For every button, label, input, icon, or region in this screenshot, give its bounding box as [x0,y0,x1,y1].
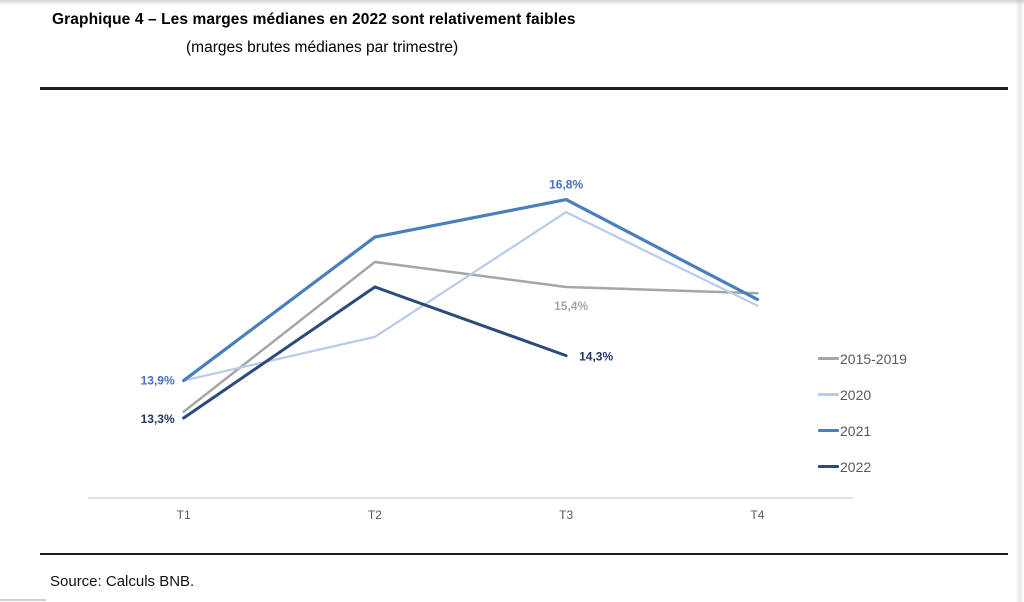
page-top-shadow [0,0,1024,5]
legend-item-2022: 2022 [818,456,907,477]
chart-title: Graphique 4 – Les marges médianes en 202… [52,11,576,28]
data-label-2022-T3: 14,3% [579,350,613,364]
x-tick-label-T3: T3 [559,508,573,522]
divider-bottom [40,553,1008,555]
page-right-edge [1015,0,1024,602]
line-chart-canvas: T1 T2 T3 T4 13,9% 13,3% 16,8% 15,4% 14,3% [88,178,853,522]
x-tick-label-T1: T1 [177,508,191,522]
series-line-2021 [182,197,759,383]
legend-swatch-2021 [818,429,839,432]
data-label-2021-T1: 13,9% [141,374,175,388]
legend-label-2021: 2021 [840,422,872,439]
series-line-2020 [182,210,759,382]
legend-label-2022: 2022 [840,458,872,475]
legend-label-2020: 2020 [840,386,872,403]
data-label-2021-T3: 16,8% [549,178,583,192]
legend-swatch-2015-2019 [818,357,839,360]
legend-swatch-2022 [818,465,839,468]
data-label-2022-T1: 13,3% [141,412,175,426]
legend-item-2015-2019: 2015-2019 [818,348,907,369]
legend-item-2020: 2020 [818,384,907,405]
source-note: Source: Calculs BNB. [50,573,195,590]
x-tick-label-T4: T4 [750,508,764,522]
legend-item-2021: 2021 [818,420,907,441]
page-bottom-edge-fragment [0,599,46,601]
series-line-2015-2019 [182,260,759,414]
divider-top [40,87,1008,90]
chart-subtitle: (marges brutes médianes par trimestre) [186,39,459,56]
legend-swatch-2020 [818,393,839,396]
chart-legend: 2015-2019 2020 2021 2022 [818,348,907,477]
legend-label-2015-2019: 2015-2019 [840,350,907,367]
x-tick-label-T2: T2 [368,508,382,522]
data-label-2015-2019-T3: 15,4% [554,299,588,313]
chart-area: T1 T2 T3 T4 13,9% 13,3% 16,8% 15,4% 14,3% 2015-2… [0,90,1024,550]
series-line-2022 [182,285,568,420]
